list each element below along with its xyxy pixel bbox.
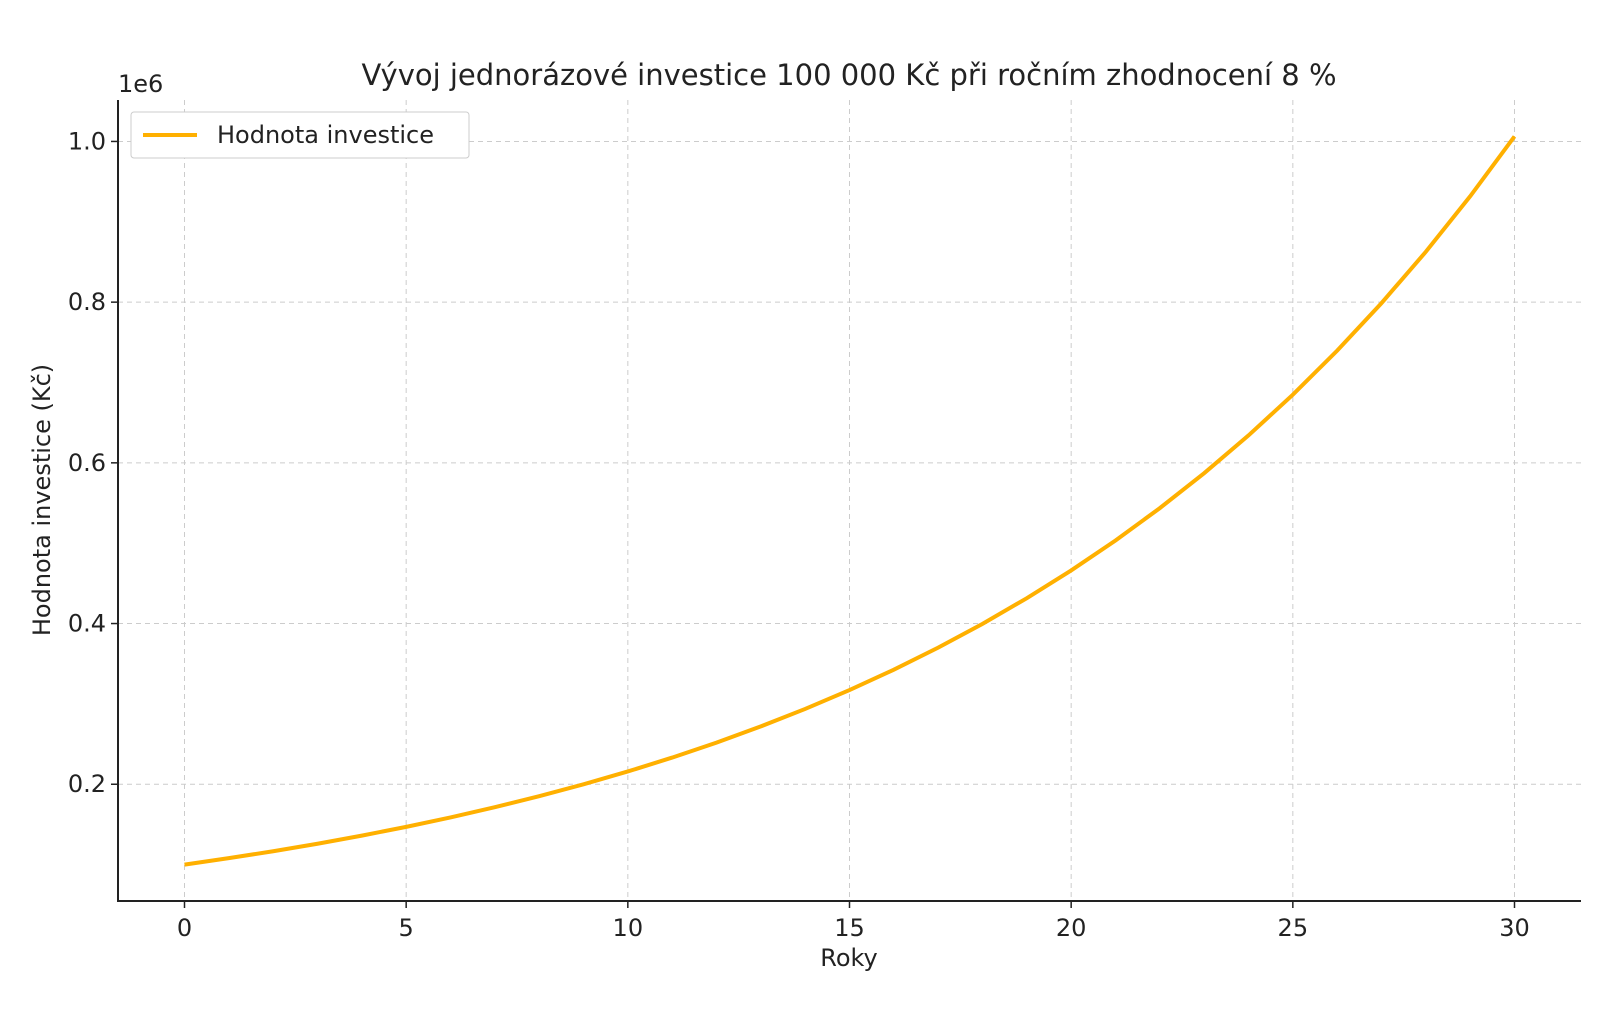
line (184, 135, 1517, 867)
y-tick-label: 0.8 (68, 288, 106, 316)
x-tick-label: 15 (834, 914, 865, 942)
legend-box (130, 111, 470, 159)
y-offset-label: 1e6 (118, 70, 163, 98)
chart-title: Vývoj jednorázové investice 100 000 Kč p… (361, 58, 1336, 92)
x-axis-label: Roky (820, 944, 878, 972)
y-tick-label: 0.4 (68, 610, 106, 638)
legend-label: Hodnota investice (217, 121, 434, 149)
y-tick-label: 1.0 (68, 127, 106, 155)
x-tick-label: 0 (177, 914, 192, 942)
y-axis-label: Hodnota investice (Kč) (28, 364, 56, 636)
x-tick-label: 25 (1278, 914, 1309, 942)
y-tick-label: 0.2 (68, 770, 106, 798)
x-tick-label: 5 (399, 914, 414, 942)
x-tick-label: 30 (1499, 914, 1530, 942)
y-tick-label: 0.6 (68, 449, 106, 477)
x-tick-label: 10 (613, 914, 644, 942)
axes (117, 100, 1581, 902)
x-tick-label: 20 (1056, 914, 1087, 942)
